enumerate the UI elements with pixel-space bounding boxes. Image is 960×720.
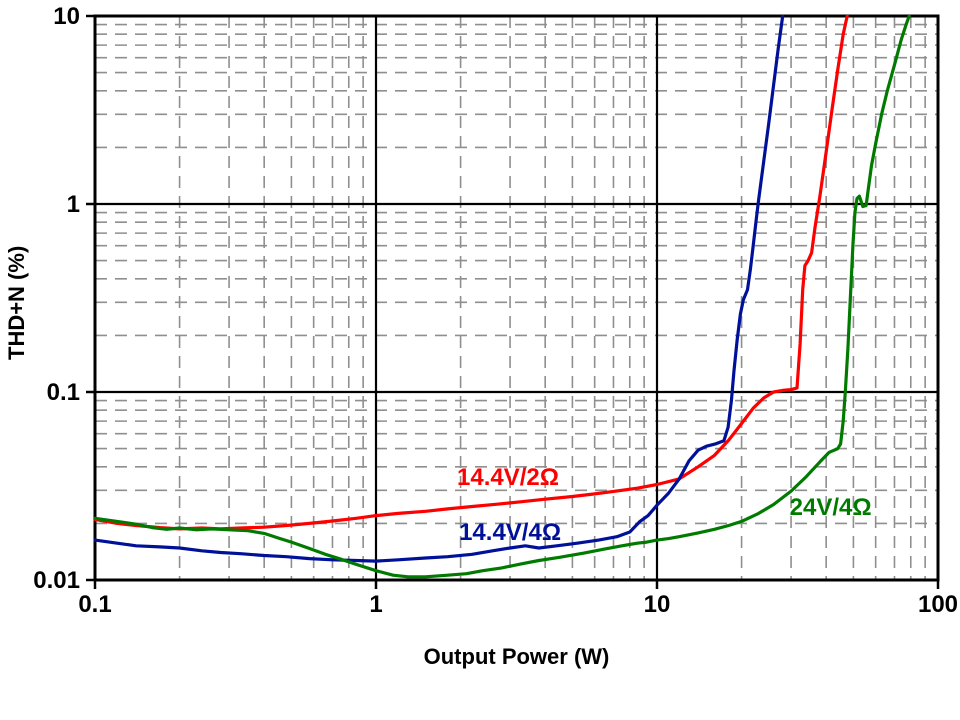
x-tick-label: 100 — [918, 591, 958, 618]
x-tick-label: 1 — [369, 591, 382, 618]
series-label-14-4v-2: 14.4V/2Ω — [457, 464, 559, 491]
y-tick-label: 10 — [53, 3, 80, 30]
y-tick-label: 0.01 — [33, 567, 80, 594]
curve-24v-4 — [94, 15, 911, 579]
y-tick-label: 1 — [67, 191, 80, 218]
series-label-14-4v-4: 14.4V/4Ω — [459, 519, 561, 546]
curve-14-4v-4 — [94, 15, 785, 563]
y-tick-label: 0.1 — [47, 379, 80, 406]
plot-border — [93, 14, 940, 582]
x-axis-title: Output Power (W) — [423, 644, 610, 669]
curve-14-4v-2 — [94, 15, 849, 531]
x-tick-label: 0.1 — [78, 591, 111, 618]
y-axis-title: THD+N (%) — [4, 245, 29, 361]
x-tick-label: 10 — [644, 591, 671, 618]
series-label-24v-4: 24V/4Ω — [790, 494, 872, 521]
